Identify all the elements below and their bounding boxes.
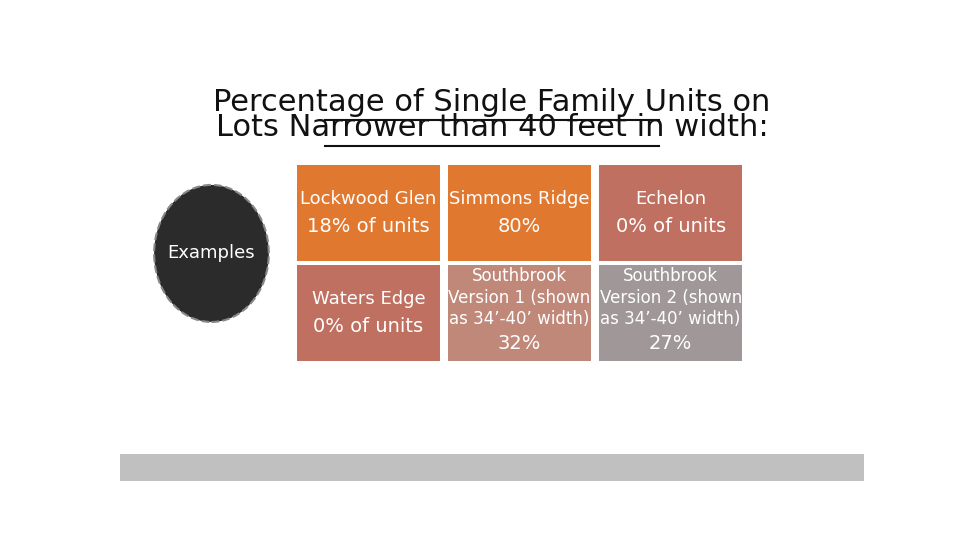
FancyBboxPatch shape — [297, 265, 440, 361]
Ellipse shape — [155, 185, 269, 322]
Text: 27%: 27% — [649, 334, 692, 353]
Text: Simmons Ridge: Simmons Ridge — [449, 190, 589, 208]
Text: 0% of units: 0% of units — [313, 318, 423, 336]
Text: Lockwood Glen: Lockwood Glen — [300, 190, 437, 208]
Text: 80%: 80% — [498, 218, 541, 237]
Text: Southbrook
Version 1 (shown
as 34’-40’ width): Southbrook Version 1 (shown as 34’-40’ w… — [448, 267, 590, 328]
FancyBboxPatch shape — [599, 265, 742, 361]
FancyBboxPatch shape — [297, 165, 440, 261]
Text: 32%: 32% — [498, 334, 541, 353]
Text: 18% of units: 18% of units — [307, 218, 430, 237]
Text: Southbrook
Version 2 (shown
as 34’-40’ width): Southbrook Version 2 (shown as 34’-40’ w… — [599, 267, 742, 328]
Text: Waters Edge: Waters Edge — [312, 291, 425, 308]
FancyBboxPatch shape — [599, 165, 742, 261]
Text: Percentage of Single Family Units on: Percentage of Single Family Units on — [213, 88, 771, 117]
Text: Examples: Examples — [168, 245, 255, 262]
FancyBboxPatch shape — [120, 454, 864, 481]
Text: 0% of units: 0% of units — [615, 218, 726, 237]
FancyBboxPatch shape — [447, 165, 591, 261]
Text: Lots Narrower than 40 feet in width:: Lots Narrower than 40 feet in width: — [216, 112, 768, 141]
Text: Echelon: Echelon — [636, 190, 707, 208]
FancyBboxPatch shape — [447, 265, 591, 361]
